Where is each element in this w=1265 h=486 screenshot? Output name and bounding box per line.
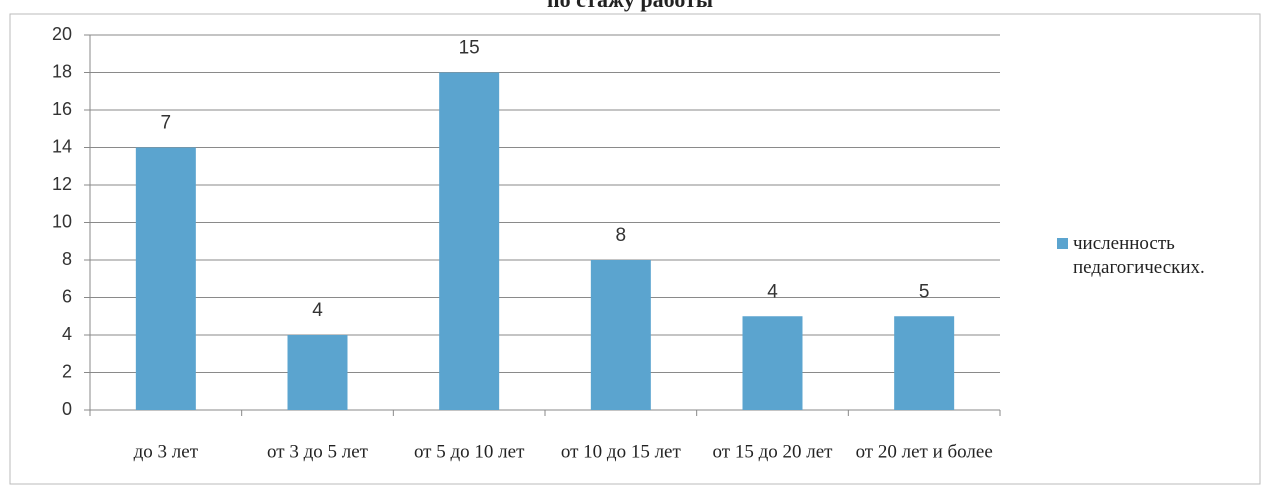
y-tick-label: 0 xyxy=(62,399,72,419)
legend-swatch xyxy=(1057,238,1068,249)
chart-title: по стажу работы xyxy=(547,0,713,12)
y-tick-label: 20 xyxy=(52,24,72,44)
bar xyxy=(590,260,651,410)
y-tick-label: 14 xyxy=(52,136,72,156)
data-label: 7 xyxy=(161,113,172,134)
x-tick-label: до 3 лет xyxy=(134,441,199,462)
chart-frame xyxy=(9,13,1261,485)
data-label: 4 xyxy=(312,300,323,321)
y-tick-label: 2 xyxy=(62,361,72,381)
legend-label: численность педагогических. xyxy=(1073,233,1205,278)
x-tick-label: от 15 до 20 лет xyxy=(713,441,834,462)
data-label: 5 xyxy=(919,281,930,302)
data-label: 8 xyxy=(616,225,627,246)
bar xyxy=(742,316,803,410)
bar xyxy=(439,72,500,410)
bar xyxy=(894,316,955,410)
y-tick-label: 4 xyxy=(62,324,72,344)
y-tick-label: 6 xyxy=(62,286,72,306)
data-label: 15 xyxy=(459,38,480,59)
x-tick-label: от 5 до 10 лет xyxy=(414,441,525,462)
x-tick-label: от 3 до 5 лет xyxy=(267,441,369,462)
y-tick-label: 10 xyxy=(52,211,72,231)
x-tick-label: от 20 лет и более xyxy=(856,441,993,462)
y-tick-label: 12 xyxy=(52,174,72,194)
bar xyxy=(287,335,348,410)
legend: численность педагогических. xyxy=(1057,232,1232,280)
y-tick-label: 18 xyxy=(52,61,72,81)
bar xyxy=(135,147,196,410)
x-tick-label: от 10 до 15 лет xyxy=(561,441,682,462)
y-tick-label: 8 xyxy=(62,249,72,269)
y-tick-label: 16 xyxy=(52,99,72,119)
data-label: 4 xyxy=(767,281,778,302)
